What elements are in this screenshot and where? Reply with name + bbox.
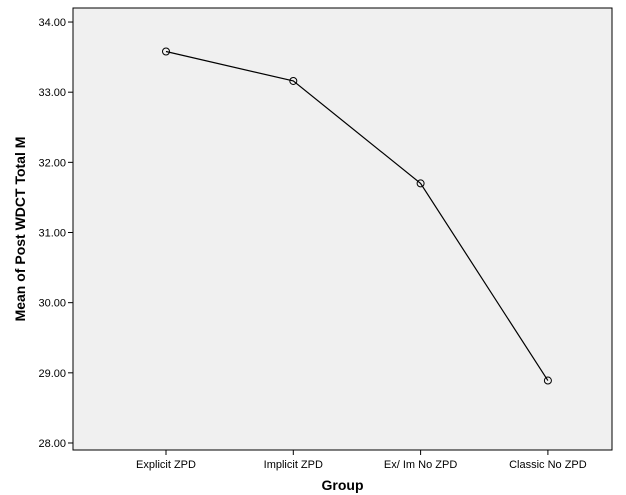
x-tick-label: Ex/ Im No ZPD <box>384 459 457 471</box>
y-tick-label: 32.00 <box>38 157 66 169</box>
y-tick-label: 29.00 <box>38 368 66 380</box>
x-axis-title: Group <box>322 477 364 493</box>
data-point <box>543 376 552 385</box>
series-line <box>165 50 549 381</box>
y-tick-label: 31.00 <box>38 228 66 240</box>
y-tick-label: 33.00 <box>38 87 66 99</box>
y-tick-label: 28.00 <box>38 438 66 450</box>
x-tick-label: Implicit ZPD <box>264 459 323 471</box>
data-points <box>162 47 552 385</box>
x-tick-label: Classic No ZPD <box>509 459 587 471</box>
plot-area <box>72 7 613 451</box>
y-axis: 28.00 29.00 30.00 31.00 32.00 33.00 34.00 <box>38 17 73 450</box>
y-tick-label: 34.00 <box>38 17 66 29</box>
data-point <box>162 47 170 56</box>
data-point <box>416 179 425 188</box>
y-tick-label: 30.00 <box>38 298 66 310</box>
data-point <box>289 76 298 85</box>
x-axis: Explicit ZPD Implicit ZPD Ex/ Im No ZPD Cla… <box>136 450 587 471</box>
x-tick-label: Explicit ZPD <box>136 459 196 471</box>
y-axis-title: Mean of Post WDCT Total M <box>12 137 28 322</box>
